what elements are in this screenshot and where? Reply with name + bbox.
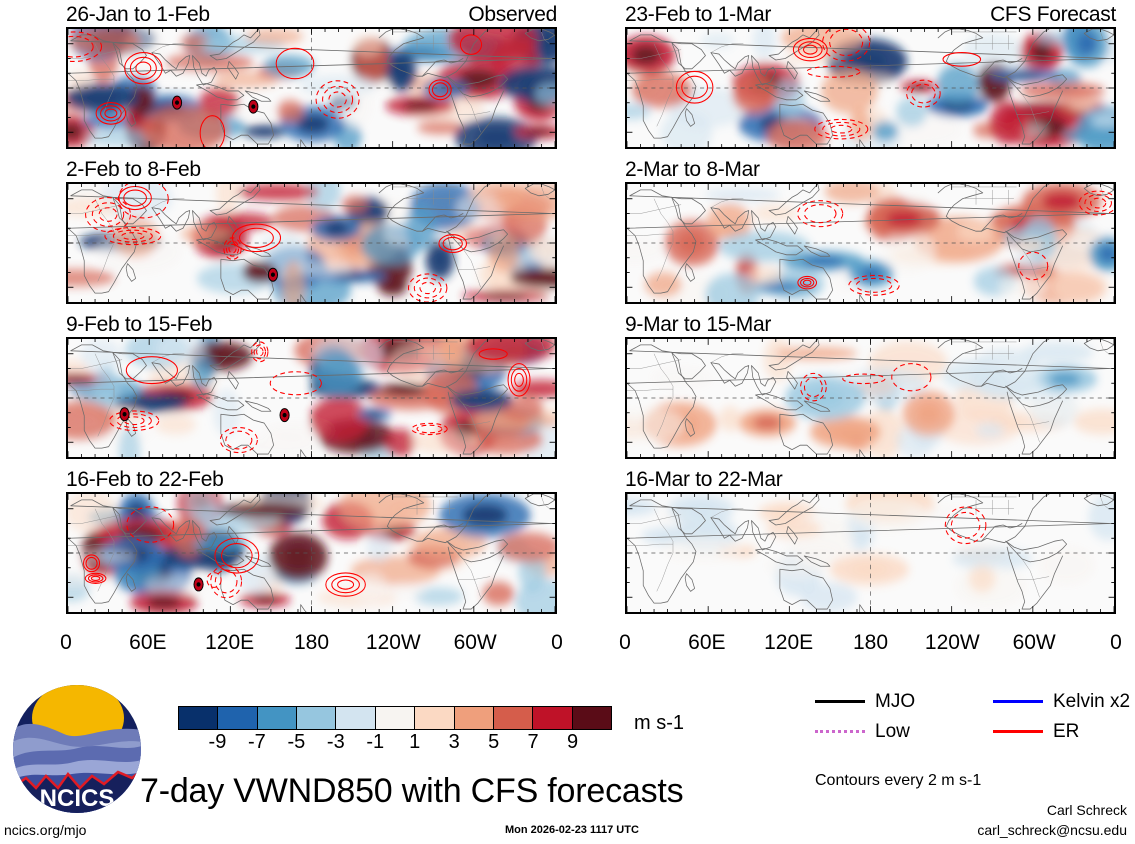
author-email[interactable]: carl_schreck@ncsu.edu [977, 822, 1127, 838]
panel-title: 16-Mar to 22-Mar [625, 468, 783, 491]
map-panel-5: 23-Feb to 1-Mar CFS Forecast [625, 3, 1116, 149]
map-plot-area [625, 492, 1116, 614]
map-plot-area: 30N030S [66, 337, 557, 459]
x-axis-tick-180: 180 [293, 631, 330, 654]
colorbar-tick--5: -5 [287, 731, 306, 753]
colorbar-tick--1: -1 [366, 731, 385, 753]
contour-legend: MJO Kelvin x2 Low ER [815, 692, 1135, 748]
map-plot-area: 30N030S [66, 182, 557, 304]
colorbar-segment-8 [493, 707, 534, 729]
map-plot-area [625, 27, 1116, 149]
legend-line-swatch [815, 700, 865, 703]
panel-title: 2-Mar to 8-Mar [625, 158, 760, 181]
x-axis-tick-180: 180 [852, 631, 889, 654]
map-panel-4: 16-Feb to 22-Feb30N030S [66, 468, 557, 614]
x-axis-tick-60W: 60W [1012, 631, 1056, 654]
panel-column-header: Observed [468, 3, 557, 26]
map-panel-6: 2-Mar to 8-Mar [625, 158, 1116, 304]
map-panel-2: 2-Feb to 8-Feb30N030S [66, 158, 557, 304]
colorbar-gradient [178, 706, 612, 730]
x-axis-tick-60E: 60E [688, 631, 726, 654]
map-panel-1: 26-Jan to 1-Feb Observed30N030S [66, 3, 557, 149]
map-plot-area [625, 182, 1116, 304]
legend-label: MJO [875, 691, 916, 712]
panel-title: 9-Mar to 15-Mar [625, 313, 772, 336]
colorbar-segment-10 [572, 707, 611, 729]
x-axis-tick-0: 0 [60, 631, 72, 654]
chart-main-title: 7-day VWND850 with CFS forecasts [140, 772, 684, 810]
panel-column-header: CFS Forecast [990, 3, 1116, 26]
colorbar: -9 -7 -5 -3 -1 1 3 5 7 9 [178, 706, 612, 752]
map-contour-field [68, 184, 555, 302]
colorbar-segment-5 [375, 707, 416, 729]
colorbar-segment-0 [179, 707, 219, 729]
map-contour-field [68, 29, 555, 147]
panel-title: 26-Jan to 1-Feb [66, 3, 210, 26]
colorbar-tick-3: 3 [448, 731, 460, 753]
x-axis-tick-120W: 120W [365, 631, 421, 654]
panel-title: 23-Feb to 1-Mar [625, 3, 772, 26]
x-axis-tick-0: 0 [1110, 631, 1122, 654]
legend-label: ER [1053, 721, 1080, 742]
legend-label: Kelvin x2 [1053, 691, 1131, 712]
map-panel-8: 16-Mar to 22-Mar [625, 468, 1116, 614]
x-axis-tick-120E: 120E [205, 631, 255, 654]
x-axis-tick-120W: 120W [924, 631, 980, 654]
x-axis-tick-60E: 60E [129, 631, 167, 654]
colorbar-segment-6 [415, 707, 455, 729]
map-contour-field [627, 494, 1114, 612]
ncics-logo-graphic: NCICS [13, 685, 141, 813]
colorbar-tick--3: -3 [326, 731, 345, 753]
legend-line-swatch [815, 730, 865, 733]
author-name: Carl Schreck [1046, 802, 1127, 818]
x-axis-tick-0: 0 [619, 631, 631, 654]
legend-line-swatch [993, 700, 1043, 703]
generation-timestamp: Mon 2026-02-23 1117 UTC [505, 824, 639, 836]
panel-title: 9-Feb to 15-Feb [66, 313, 213, 336]
map-contour-field [68, 339, 555, 457]
colorbar-tick-1: 1 [409, 731, 421, 753]
x-axis-left-column: 0 60E 120E 180 120W 60W 0 [60, 631, 563, 658]
legend-item-low: Low [815, 722, 910, 741]
colorbar-segment-2 [257, 707, 298, 729]
legend-label: Low [875, 721, 910, 742]
map-contour-field [627, 29, 1114, 147]
site-url-label[interactable]: ncics.org/mjo [4, 822, 87, 838]
colorbar-segment-9 [533, 707, 573, 729]
legend-item-mjo: MJO [815, 692, 915, 711]
map-panel-7: 9-Mar to 15-Mar [625, 313, 1116, 459]
x-axis-tick-0: 0 [551, 631, 563, 654]
colorbar-tick-5: 5 [488, 731, 500, 753]
colorbar-segment-1 [218, 707, 258, 729]
legend-item-er: ER [993, 722, 1079, 741]
map-panel-3: 9-Feb to 15-Feb30N030S [66, 313, 557, 459]
colorbar-units-label: m s-1 [634, 712, 684, 734]
legend-line-swatch [993, 730, 1043, 733]
colorbar-segment-3 [297, 707, 337, 729]
x-axis-right-column: 0 60E 120E 180 120W 60W 0 [619, 631, 1122, 658]
ncics-logo-text: NCICS [40, 785, 115, 812]
x-axis-tick-120E: 120E [764, 631, 814, 654]
map-plot-area: 30N030S [66, 492, 557, 614]
map-contour-field [68, 494, 555, 612]
colorbar-segment-4 [336, 707, 376, 729]
colorbar-tick--7: -7 [248, 731, 266, 753]
map-contour-field [627, 339, 1114, 457]
legend-item-kelvin-x2: Kelvin x2 [993, 692, 1130, 711]
panel-title: 16-Feb to 22-Feb [66, 468, 224, 491]
ncics-logo: NCICS [12, 684, 142, 814]
map-plot-area [625, 337, 1116, 459]
colorbar-segment-7 [454, 707, 494, 729]
colorbar-tick-7: 7 [527, 731, 539, 753]
colorbar-tick--9: -9 [208, 731, 227, 753]
panel-title: 2-Feb to 8-Feb [66, 158, 201, 181]
contour-interval-note: Contours every 2 m s-1 [815, 772, 982, 789]
map-plot-area: 30N030S [66, 27, 557, 149]
colorbar-tick-9: 9 [566, 731, 579, 753]
map-contour-field [627, 184, 1114, 302]
x-axis-tick-60W: 60W [453, 631, 497, 654]
